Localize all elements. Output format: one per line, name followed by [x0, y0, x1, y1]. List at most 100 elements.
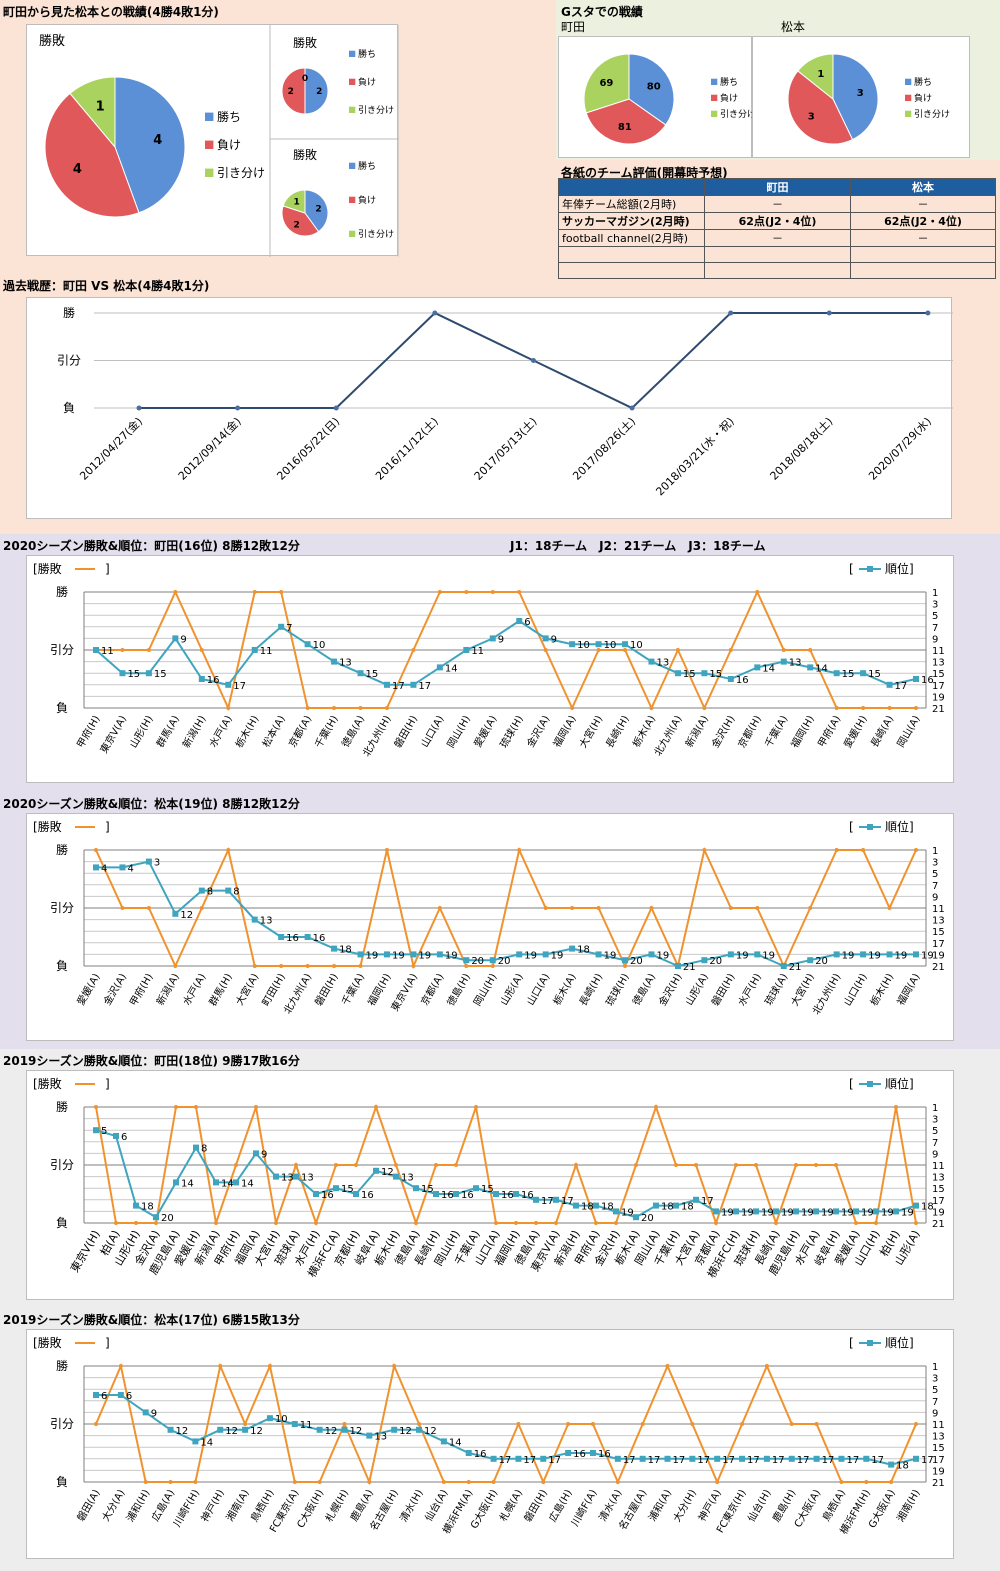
pie-data-label: 1: [96, 100, 105, 115]
opponent-label: 磐田(H): [391, 713, 420, 750]
rank-data-label: 17: [846, 1455, 859, 1466]
h2h-point: [925, 310, 931, 316]
season-chart-panel-2: [勝敗][順位] 1 3 5 7 9 11 13 15 17 19 21 勝引分負 4 4 3 12 8 8 13 16…: [26, 813, 954, 1041]
rank-point: [93, 647, 99, 653]
rank-tick: 5: [932, 1385, 938, 1396]
result-point: [332, 964, 337, 968]
rank-point: [119, 864, 126, 871]
result-point: [279, 964, 284, 968]
rank-data-label: 20: [161, 1213, 174, 1224]
legend-rank-label: 順位]: [885, 1076, 914, 1091]
legend-swatch: [711, 78, 718, 85]
result-point: [434, 1163, 438, 1167]
rank-point: [516, 951, 523, 958]
result-point: [193, 1480, 198, 1484]
rank-data-label: 19: [881, 1207, 894, 1218]
rank-data-label: 13: [401, 1173, 414, 1184]
legend-swatch: [905, 110, 912, 117]
rank-point: [888, 1461, 895, 1468]
eval-header-row: 町田 松本: [558, 178, 996, 196]
result-point: [654, 1105, 658, 1109]
opponent-label: 徳島(A): [629, 971, 658, 1008]
rank-point: [278, 623, 285, 630]
rank-point: [341, 1426, 348, 1433]
opponent-label: 山形(H): [127, 713, 155, 750]
rank-point: [304, 641, 311, 648]
result-point: [464, 964, 469, 968]
eval-row: サッカーマガジン(2月時) 62点(J2・4位) 62点(J2・4位): [558, 212, 996, 230]
rank-point: [357, 670, 364, 677]
rank-data-label: 20: [498, 956, 511, 967]
opponent-label: 広島(A): [149, 1487, 178, 1524]
rank-data-label: 10: [313, 640, 326, 651]
rank-point: [490, 1455, 497, 1462]
result-point: [781, 648, 786, 652]
legend-rank-marker: [867, 1081, 873, 1087]
rank-data-label: 19: [868, 950, 881, 961]
record-panel: 勝敗441勝ち負け引き分け勝敗220勝ち負け引き分け勝敗221勝ち負け引き分け1…: [26, 24, 525, 263]
result-point: [623, 648, 628, 652]
rank-data-label: 18: [681, 1202, 694, 1213]
rank-tick: 1: [932, 1103, 938, 1114]
rank-point: [664, 1455, 671, 1462]
result-point: [596, 648, 601, 652]
rank-point: [373, 1167, 379, 1174]
rank-point: [860, 670, 867, 677]
rank-point: [333, 1185, 339, 1192]
rank-data-label: 15: [341, 1184, 354, 1195]
pie-data-label: 2: [293, 221, 299, 231]
result-point: [715, 1480, 720, 1484]
rank-data-label: 12: [325, 1426, 338, 1437]
season-chart-title-3: 2019シーズン勝敗&順位：町田(18位) 9勝17敗16分: [3, 1054, 300, 1068]
result-point: [305, 706, 310, 710]
result-point: [874, 1221, 878, 1225]
rank-data-label: 19: [445, 950, 458, 961]
rank-point: [913, 1202, 919, 1209]
y-axis-label: 負: [63, 401, 75, 415]
rank-data-label: 9: [151, 1408, 157, 1419]
rank-data-label: 20: [641, 1213, 654, 1224]
rank-point: [493, 1191, 499, 1197]
eval-cell: －: [704, 195, 851, 213]
rank-point: [473, 1185, 479, 1192]
pie-data-label: 2: [316, 87, 322, 97]
opponent-label: 甲府(H): [127, 971, 156, 1008]
result-point: [594, 1221, 598, 1225]
rank-data-label: 17: [673, 1455, 686, 1466]
eval-cell: 年俸チーム総額(2月時): [558, 195, 705, 213]
rank-point: [689, 1455, 696, 1462]
legend-label: 負け: [914, 92, 932, 104]
legend-swatch: [349, 106, 356, 113]
rank-tick: 5: [932, 611, 938, 622]
rank-point: [142, 1409, 149, 1416]
rank-data-label: 19: [392, 950, 405, 961]
result-point: [384, 706, 389, 710]
opponent-label: 新潟(A): [682, 713, 711, 750]
rank-point: [613, 1208, 619, 1215]
rank-data-label: 19: [841, 1207, 854, 1218]
rank-point: [693, 1196, 699, 1203]
result-point: [834, 706, 839, 710]
rank-tick: 9: [932, 1408, 938, 1419]
opponent-label: 福岡(A): [550, 713, 579, 750]
rank-point: [416, 1426, 423, 1433]
rank-point: [278, 934, 285, 940]
rank-tick: 9: [932, 1149, 938, 1160]
rank-data-label: 17: [747, 1455, 760, 1466]
rank-tick: 17: [932, 681, 945, 692]
opponent-label: 京都(A): [286, 713, 315, 750]
legend-label: 負け: [358, 194, 376, 206]
rank-tick: 3: [932, 858, 938, 869]
rank-point: [673, 1202, 679, 1209]
rank-point: [542, 635, 549, 642]
rank-tick: 3: [932, 1115, 938, 1126]
opponent-label: 仙台(H): [745, 1487, 774, 1524]
result-point: [394, 1163, 398, 1167]
rank-data-label: 15: [683, 669, 696, 680]
pie-slice: [69, 76, 116, 149]
result-point: [317, 1480, 322, 1484]
rank-point: [93, 1127, 99, 1134]
legend-swatch: [349, 162, 356, 169]
x-axis-date-label: 2012/04/27(金): [77, 414, 146, 483]
